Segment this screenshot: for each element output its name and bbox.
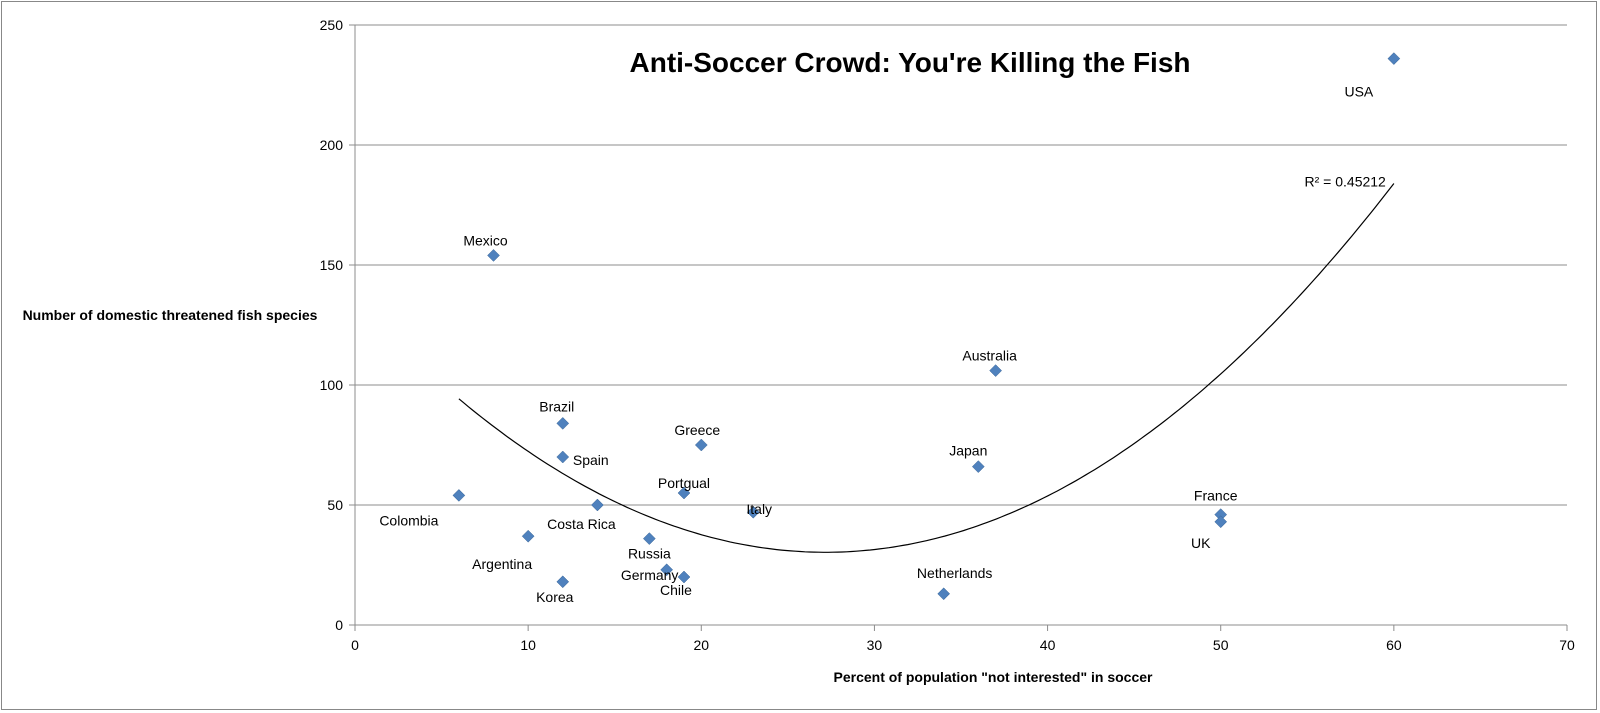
- data-point: [556, 417, 570, 430]
- y-tick-label: 200: [320, 137, 344, 153]
- data-point: [937, 587, 951, 601]
- x-tick-label: 50: [1213, 637, 1229, 653]
- data-label: Costa Rica: [547, 516, 616, 532]
- data-label: Mexico: [463, 232, 508, 248]
- data-point: [556, 575, 570, 589]
- x-axis-label: Percent of population "not interested" i…: [834, 669, 1154, 685]
- x-tick-label: 0: [351, 637, 359, 653]
- data-point: [1214, 515, 1228, 529]
- y-axis-label: Number of domestic threatened fish speci…: [22, 307, 318, 323]
- chart-title: Anti-Soccer Crowd: You're Killing the Fi…: [630, 47, 1191, 78]
- data-label: Russia: [628, 546, 671, 562]
- trendline: [458, 183, 1395, 553]
- data-label: UK: [1191, 535, 1211, 551]
- data-point: [487, 249, 500, 262]
- x-tick-label: 10: [520, 637, 536, 653]
- y-tick-label: 250: [320, 17, 344, 33]
- data-label: Portgual: [658, 475, 710, 491]
- data-label: Netherlands: [917, 565, 993, 581]
- data-point: [452, 489, 466, 502]
- data-label: Chile: [660, 582, 692, 598]
- r-squared-label: R² = 0.45212: [1305, 173, 1387, 189]
- data-label: France: [1194, 488, 1238, 504]
- data-label: Colombia: [379, 512, 438, 528]
- y-tick-label: 150: [320, 257, 344, 273]
- data-point: [989, 364, 1002, 377]
- data-label: Spain: [573, 452, 609, 468]
- data-point: [660, 563, 674, 577]
- data-label: Italy: [746, 501, 772, 517]
- x-tick-label: 40: [1040, 637, 1056, 653]
- data-point: [642, 532, 656, 545]
- data-point: [971, 460, 985, 473]
- data-label: Australia: [962, 348, 1017, 364]
- data-label: Argentina: [472, 556, 532, 572]
- data-point: [591, 498, 604, 512]
- data-label: Germany: [621, 567, 679, 583]
- data-label: Greece: [674, 422, 720, 438]
- y-tick-label: 50: [327, 497, 343, 513]
- y-tick-label: 0: [335, 617, 343, 633]
- data-point: [677, 486, 691, 500]
- data-point: [1387, 52, 1401, 65]
- x-tick-label: 20: [693, 637, 709, 653]
- data-label: USA: [1344, 84, 1373, 100]
- x-tick-label: 30: [867, 637, 883, 653]
- data-label: Korea: [536, 589, 574, 605]
- data-label: Japan: [949, 443, 987, 459]
- data-point: [556, 450, 570, 464]
- x-tick-label: 70: [1559, 637, 1575, 653]
- data-point: [521, 529, 535, 543]
- data-point: [746, 505, 760, 519]
- y-tick-label: 100: [320, 377, 344, 393]
- data-label: Brazil: [539, 398, 574, 414]
- x-tick-label: 60: [1386, 637, 1402, 653]
- data-point: [694, 438, 708, 452]
- data-point: [677, 570, 691, 584]
